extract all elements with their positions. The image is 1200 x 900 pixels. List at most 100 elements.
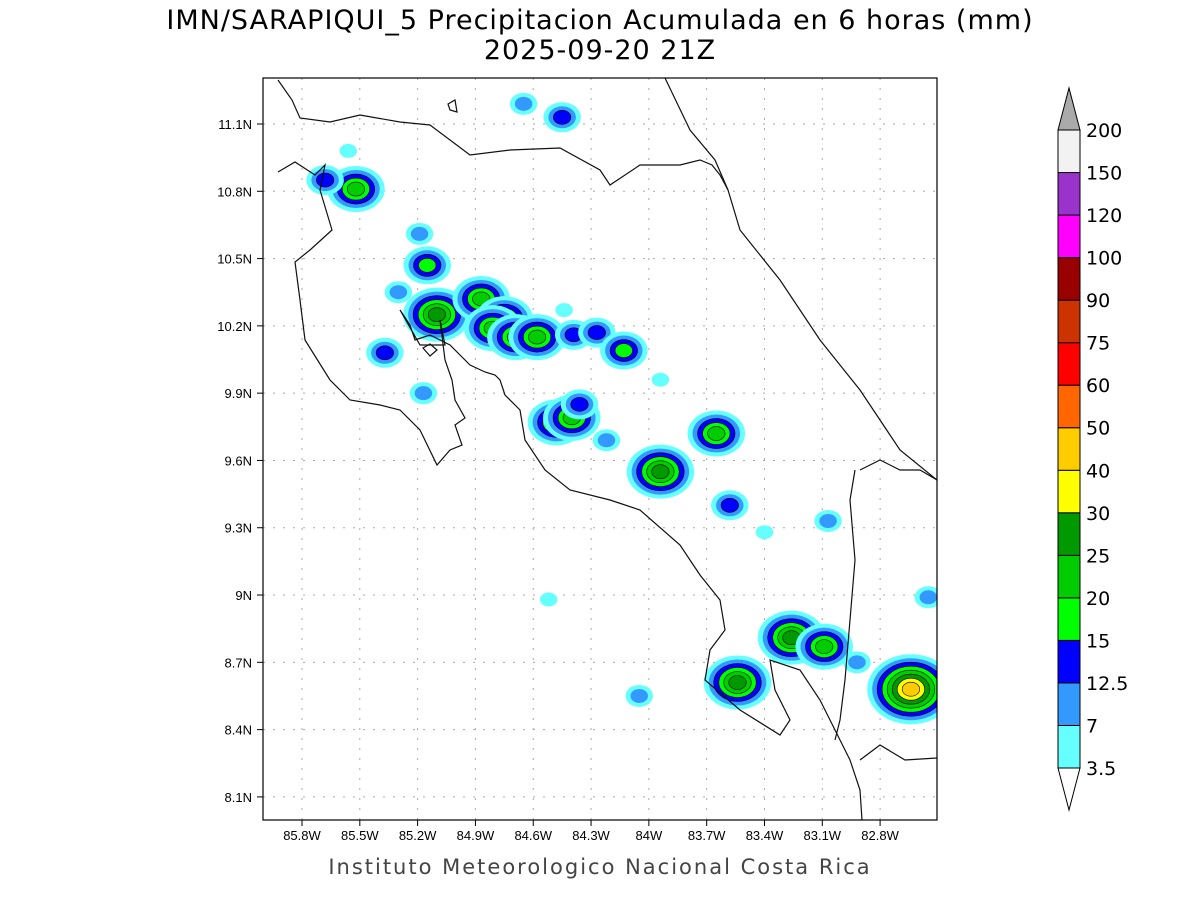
colorbar-label: 75 (1086, 333, 1110, 355)
precip-cell (795, 623, 853, 670)
coastlines (277, 78, 937, 820)
precip-contour (389, 285, 408, 300)
precip-contour (901, 681, 920, 697)
precip-contour (587, 325, 606, 340)
colorbar-label: 50 (1086, 418, 1110, 440)
colorbar-label: 150 (1086, 163, 1122, 185)
colorbar-label: 25 (1086, 545, 1110, 567)
colorbar-label: 20 (1086, 588, 1110, 610)
precip-contour (316, 172, 335, 188)
colorbar-swatch (1057, 257, 1081, 301)
precip-cell (539, 592, 558, 607)
lat-tick-label: 8.1N (225, 790, 252, 805)
lake-island (447, 99, 458, 113)
colorbar-label: 200 (1086, 120, 1122, 142)
precip-cell (384, 281, 413, 304)
lon-tick-label: 83.4W (746, 828, 784, 843)
map-title: IMN/SARAPIQUI_5 Precipitacion Acumulada … (166, 5, 1034, 36)
precip-cell (703, 655, 772, 710)
colorbar-swatch (1057, 469, 1081, 514)
colorbar-swatch (1057, 597, 1081, 641)
colorbar-label: 100 (1086, 248, 1122, 270)
map-valid-time: 2025-09-20 21Z (483, 35, 717, 66)
precip-cell (306, 165, 344, 196)
lat-tick-label: 10.2N (217, 319, 252, 334)
precip-cell (560, 389, 599, 420)
lon-tick-label: 84.3W (572, 828, 610, 843)
lat-tick-label: 9.9N (225, 386, 252, 401)
precip-cell (592, 429, 621, 452)
precip-contour (728, 675, 747, 690)
colorbar-swatch (1057, 214, 1081, 259)
precip-cell (509, 92, 538, 115)
map-frame (262, 77, 938, 821)
footer-credit: Instituto Meteorologico Nacional Costa R… (328, 855, 872, 879)
precip-contour (427, 307, 446, 322)
precip-cell (403, 246, 452, 285)
colorbar-label: 12.5 (1086, 673, 1128, 695)
precip-contour (570, 397, 589, 412)
precip-contour (597, 433, 616, 448)
pacific-coast (277, 161, 863, 820)
colorbar-label: 15 (1086, 630, 1110, 652)
precip-contour (375, 345, 394, 361)
precip-cell (543, 102, 581, 133)
precip-cell (711, 490, 749, 521)
colorbar-label: 7 (1086, 715, 1098, 737)
colorbar-swatch (1057, 427, 1081, 471)
precip-contour (414, 386, 433, 401)
precip-cell (814, 510, 842, 533)
precip-contour (630, 688, 648, 703)
precip-cell (867, 654, 937, 725)
panama-border (859, 459, 937, 481)
colorbar-swatch (1057, 554, 1081, 599)
precip-contour (707, 426, 726, 441)
precip-contour (514, 96, 533, 111)
colorbar-swatch (1057, 512, 1081, 556)
lat-tick-label: 9N (235, 588, 252, 603)
colorbar-swatch (1057, 724, 1081, 769)
colorbar-swatch (1057, 639, 1081, 684)
precip-contour (819, 514, 837, 529)
precip-contour (553, 109, 572, 125)
colorbar-label: 3.5 (1086, 758, 1116, 780)
precip-cell (366, 337, 404, 368)
lon-tick-label: 85.8W (283, 828, 321, 843)
precip-contour (755, 525, 774, 540)
precip-cell (405, 222, 434, 245)
precip-contour (410, 226, 429, 241)
lat-tick-label: 10.8N (217, 184, 252, 199)
lat-tick-label: 8.4N (225, 723, 252, 738)
precip-contour (720, 498, 739, 513)
lon-tick-label: 84.6W (514, 828, 552, 843)
lat-tick-label: 8.7N (225, 655, 252, 670)
colorbar-label: 60 (1086, 375, 1110, 397)
lat-tick-label: 9.6N (225, 453, 252, 468)
lon-tick-label: 84.9W (457, 828, 495, 843)
lon-tick-label: 82.8W (861, 828, 899, 843)
precip-contour (614, 343, 633, 358)
colorbar-label: 90 (1086, 290, 1110, 312)
precip-cell (555, 303, 573, 318)
precip-cell (687, 410, 746, 457)
axis-ticks: 85.8W 85.5W 85.2W 84.9W 84.6W 84.3W 84W 83.7W 83… (217, 117, 899, 843)
colorbar-label: 30 (1086, 503, 1110, 525)
precip-cell (843, 651, 871, 674)
precip-cell (626, 444, 695, 499)
lon-tick-label: 85.2W (399, 828, 437, 843)
precip-contour (346, 181, 366, 197)
precip-cell (409, 382, 438, 405)
precip-contour (418, 258, 437, 273)
colorbar-swatch (1057, 384, 1081, 429)
colorbar-swatch (1057, 682, 1081, 726)
precip-contour (815, 639, 834, 654)
precip-cell (339, 143, 357, 158)
colorbar-label: 40 (1086, 460, 1110, 482)
precip-contour (651, 464, 670, 479)
lon-tick-label: 83.7W (688, 828, 726, 843)
colorbar-swatch (1057, 299, 1081, 344)
precip-cell (755, 525, 774, 540)
panama-border-south (834, 469, 856, 741)
precip-contour (651, 372, 670, 387)
